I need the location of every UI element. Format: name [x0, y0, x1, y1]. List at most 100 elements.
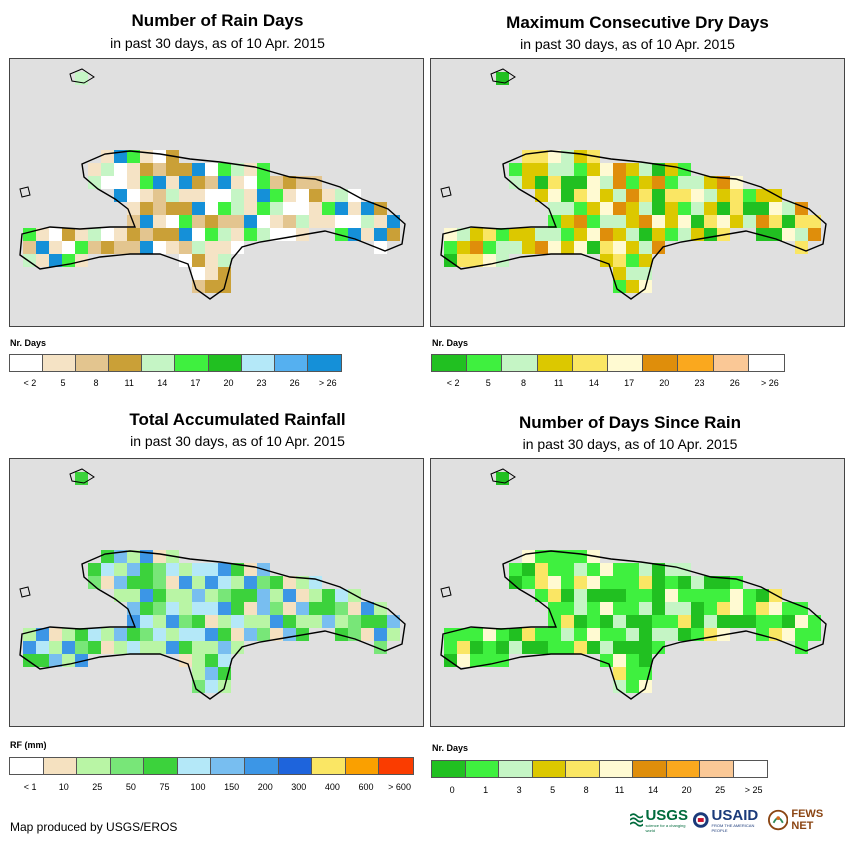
grid-cell — [166, 163, 179, 176]
legend-swatch — [110, 758, 145, 774]
grid-cell — [231, 589, 244, 602]
legend-swatch — [748, 355, 784, 371]
grid-cell — [179, 202, 192, 215]
grid-cell — [296, 589, 309, 602]
legend-swatch — [142, 355, 176, 371]
grid-cell — [49, 254, 62, 267]
grid-cell — [756, 202, 769, 215]
grid-cell — [600, 589, 613, 602]
grid-cell — [88, 176, 101, 189]
grid-cell — [457, 228, 470, 241]
grid-cell — [639, 228, 652, 241]
grid-cell — [101, 550, 114, 563]
grid-cell — [36, 254, 49, 267]
panel-title: Maximum Consecutive Dry Days — [506, 13, 769, 32]
rainfall-legend-labels: < 1 10 25 50 75 100 150 200 300 400 600 > 600 — [10, 782, 413, 794]
grid-cell — [153, 176, 166, 189]
grid-cell — [444, 241, 457, 254]
grid-cell — [561, 202, 574, 215]
legend-label: 300 — [291, 782, 307, 792]
grid-cell — [140, 189, 153, 202]
fewsnet-emblem-icon — [768, 809, 789, 831]
grid-cell — [574, 628, 587, 641]
grid-cell — [75, 228, 88, 241]
grid-cell — [457, 628, 470, 641]
grid-cell — [587, 189, 600, 202]
legend-swatch — [572, 355, 608, 371]
grid-cell — [192, 628, 205, 641]
grid-cell — [652, 628, 665, 641]
legend-swatch — [499, 761, 533, 777]
legend-swatch — [245, 758, 279, 774]
grid-cell — [270, 189, 283, 202]
grid-cell — [509, 641, 522, 654]
grid-cell — [335, 615, 348, 628]
grid-cell — [270, 176, 283, 189]
grid-cell — [257, 589, 270, 602]
grid-cell — [483, 628, 496, 641]
grid-cell — [574, 202, 587, 215]
legend-swatch — [607, 355, 644, 371]
grid-cell — [717, 189, 730, 202]
grid-cell — [231, 163, 244, 176]
grid-cell — [270, 628, 283, 641]
grid-cell — [613, 228, 626, 241]
grid-cell — [244, 576, 257, 589]
grid-cell — [179, 254, 192, 267]
grid-cell — [717, 576, 730, 589]
grid-cell — [496, 254, 509, 267]
legend-label: 20 — [659, 378, 670, 388]
rain-days-legend-labels: < 2 5 8 11 14 17 20 23 26 > 26 — [10, 378, 341, 390]
legend-label: 25 — [92, 782, 103, 792]
grid-cell — [49, 241, 62, 254]
days-since-rain-legend-labels: 0 1 3 5 8 11 14 20 25 > 25 — [432, 785, 767, 797]
legend-label: 20 — [223, 378, 234, 388]
grid-cell — [335, 628, 348, 641]
grid-cell — [769, 602, 782, 615]
legend-label: 17 — [190, 378, 201, 388]
grid-cell — [153, 641, 166, 654]
grid-cell — [140, 615, 153, 628]
grid-cell — [218, 576, 231, 589]
grid-cell — [75, 641, 88, 654]
grid-cell — [127, 589, 140, 602]
grid-cell — [387, 215, 400, 228]
grid-cell — [574, 550, 587, 563]
grid-cell — [166, 241, 179, 254]
legend-swatch — [566, 761, 600, 777]
grid-cell — [756, 602, 769, 615]
grid-cell — [179, 589, 192, 602]
legend-label: 11 — [554, 378, 564, 388]
grid-cell — [283, 176, 296, 189]
legend-label: 150 — [224, 782, 240, 792]
grid-cell — [730, 576, 743, 589]
legend-label: 5 — [485, 378, 491, 388]
grid-cell — [769, 202, 782, 215]
legend-swatch — [643, 355, 679, 371]
grid-cell — [88, 241, 101, 254]
grid-cell — [548, 241, 561, 254]
legend-label: > 26 — [318, 378, 337, 388]
grid-cell — [140, 628, 153, 641]
grid-cell — [795, 615, 808, 628]
grid-cell — [548, 628, 561, 641]
grid-cell — [88, 576, 101, 589]
grid-cell — [626, 576, 639, 589]
grid-cell — [665, 576, 678, 589]
grid-cell — [522, 550, 535, 563]
grid-cell — [153, 150, 166, 163]
grid-cell — [574, 150, 587, 163]
days-since-rain-legend — [431, 760, 768, 778]
legend-label: < 1 — [23, 782, 37, 792]
grid-cell — [509, 241, 522, 254]
grid-cell — [704, 628, 717, 641]
grid-cell — [652, 228, 665, 241]
grid-cell — [127, 241, 140, 254]
grid-cell — [691, 202, 704, 215]
grid-cell — [101, 576, 114, 589]
grid-cell — [613, 602, 626, 615]
grid-cell — [626, 615, 639, 628]
grid-cell — [309, 589, 322, 602]
grid-cell — [626, 641, 639, 654]
grid-cell — [691, 228, 704, 241]
